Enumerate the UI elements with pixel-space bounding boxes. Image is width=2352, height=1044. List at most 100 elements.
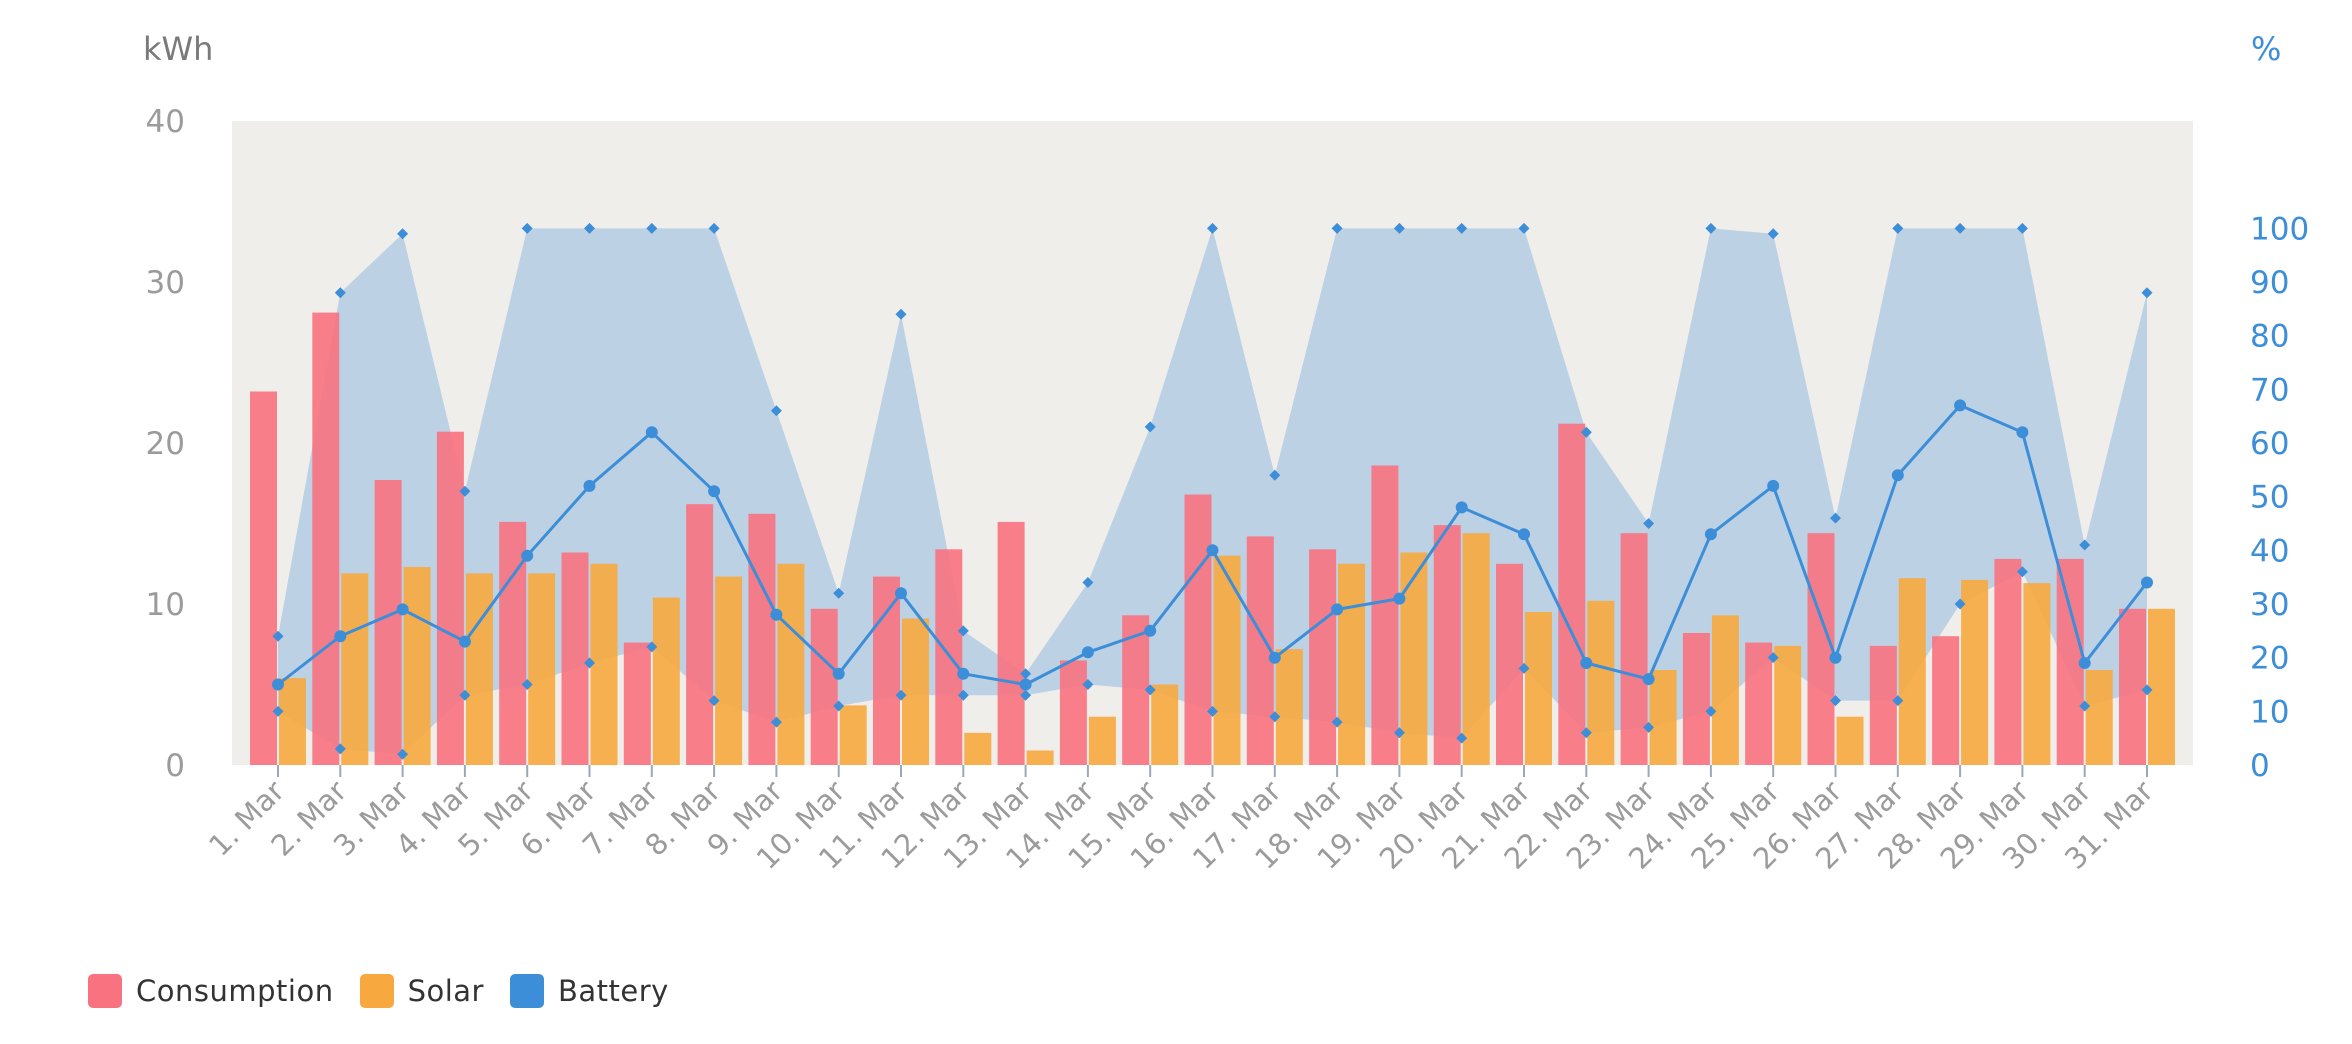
battery-min-marker-5 [521, 679, 533, 690]
battery-min-marker-22 [1580, 727, 1592, 739]
consumption-bar-25[interactable] [1745, 642, 1773, 765]
consumption-bar-1[interactable] [250, 391, 277, 766]
solar-bar-9[interactable] [777, 563, 805, 766]
solar-bar-26[interactable] [1836, 716, 1864, 765]
consumption-bar-26[interactable] [1807, 533, 1835, 765]
consumption-bar-13[interactable] [997, 521, 1025, 765]
solar-bar-15[interactable] [1151, 684, 1179, 766]
consumption-bar-3[interactable] [374, 480, 402, 765]
consumption-bar-31[interactable] [2119, 608, 2146, 765]
solar-bar-16[interactable] [1213, 555, 1241, 765]
legend-item-solar[interactable]: Solar [359, 974, 484, 1008]
battery-point-15[interactable] [1144, 624, 1157, 637]
battery-min-marker-30 [2079, 700, 2091, 712]
consumption-bar-14[interactable] [1059, 660, 1087, 765]
consumption-bar-2[interactable] [312, 312, 340, 765]
battery-point-20[interactable] [1455, 501, 1468, 514]
battery-point-7[interactable] [645, 426, 658, 439]
solar-bar-31[interactable] [2148, 608, 2175, 765]
battery-point-31[interactable] [2141, 576, 2153, 589]
solar-bar-11[interactable] [902, 618, 929, 766]
consumption-bar-27[interactable] [1869, 645, 1897, 765]
consumption-bar-23[interactable] [1620, 533, 1648, 765]
solar-bar-24[interactable] [1711, 615, 1739, 765]
battery-max-marker-22 [1580, 426, 1592, 438]
battery-point-21[interactable] [1518, 528, 1530, 541]
consumption-bar-18[interactable] [1309, 549, 1337, 765]
solar-bar-1[interactable] [279, 678, 306, 765]
consumption-bar-7[interactable] [623, 642, 651, 765]
battery-point-4[interactable] [458, 635, 471, 648]
consumption-bar-16[interactable] [1184, 494, 1212, 766]
solar-bar-4[interactable] [465, 573, 493, 765]
battery-point-12[interactable] [957, 667, 970, 680]
battery-point-13[interactable] [1019, 678, 1032, 691]
solar-bar-12[interactable] [964, 732, 992, 765]
battery-point-3[interactable] [396, 603, 409, 616]
consumption-bar-9[interactable] [748, 513, 776, 765]
solar-bar-3[interactable] [403, 567, 431, 765]
legend-label-battery: Battery [557, 974, 669, 1008]
battery-point-25[interactable] [1767, 479, 1780, 492]
battery-point-24[interactable] [1704, 528, 1717, 541]
battery-point-1[interactable] [272, 678, 284, 691]
solar-bar-5[interactable] [528, 573, 556, 765]
battery-point-27[interactable] [1891, 469, 1904, 482]
solar-bar-6[interactable] [590, 563, 618, 766]
consumption-bar-24[interactable] [1682, 633, 1710, 765]
battery-point-8[interactable] [708, 485, 721, 498]
consumption-bar-6[interactable] [561, 552, 589, 766]
battery-point-23[interactable] [1642, 673, 1655, 686]
solar-bar-25[interactable] [1774, 645, 1802, 765]
battery-point-17[interactable] [1268, 651, 1281, 664]
legend-item-consumption[interactable]: Consumption [88, 974, 334, 1008]
consumption-bar-4[interactable] [436, 431, 464, 765]
solar-bar-22[interactable] [1587, 600, 1615, 765]
battery-max-marker-3 [397, 228, 409, 240]
legend-item-battery[interactable]: Battery [509, 974, 669, 1008]
solar-bar-13[interactable] [1026, 750, 1054, 766]
right-tick-label-90: 90 [2250, 265, 2289, 301]
battery-point-18[interactable] [1331, 603, 1344, 616]
solar-bar-8[interactable] [715, 576, 743, 765]
consumption-bar-21[interactable] [1496, 563, 1523, 766]
consumption-bar-8[interactable] [686, 504, 714, 765]
consumption-bar-11[interactable] [873, 576, 900, 765]
battery-point-30[interactable] [2078, 657, 2091, 669]
consumption-bar-28[interactable] [1932, 636, 1960, 765]
solar-bar-29[interactable] [2023, 583, 2051, 765]
battery-point-19[interactable] [1393, 592, 1406, 605]
battery-point-16[interactable] [1206, 544, 1219, 557]
battery-min-marker-14 [1082, 679, 1094, 690]
solar-bar-10[interactable] [839, 705, 867, 765]
battery-point-29[interactable] [2016, 426, 2029, 439]
consumption-bar-19[interactable] [1371, 465, 1399, 766]
battery-point-28[interactable] [1954, 399, 1967, 412]
solar-bar-7[interactable] [652, 597, 680, 765]
right-tick-label-70: 70 [2250, 372, 2289, 408]
battery-point-11[interactable] [895, 587, 907, 600]
battery-max-marker-24 [1705, 222, 1717, 234]
solar-bar-14[interactable] [1088, 716, 1116, 765]
battery-point-14[interactable] [1081, 646, 1094, 659]
battery-point-2[interactable] [334, 630, 347, 643]
solar-bar-18[interactable] [1338, 563, 1366, 766]
consumption-bar-20[interactable] [1433, 525, 1461, 765]
consumption-bar-10[interactable] [810, 608, 838, 765]
battery-point-5[interactable] [521, 549, 534, 562]
solar-bar-20[interactable] [1462, 533, 1490, 765]
consumption-bar-22[interactable] [1558, 423, 1586, 765]
battery-point-10[interactable] [832, 667, 845, 680]
solar-bar-27[interactable] [1898, 578, 1926, 765]
battery-point-22[interactable] [1580, 657, 1593, 669]
battery-point-26[interactable] [1829, 651, 1842, 664]
solar-bar-21[interactable] [1525, 612, 1552, 765]
solar-bar-17[interactable] [1275, 649, 1303, 765]
battery-point-6[interactable] [583, 479, 596, 492]
solar-bar-23[interactable] [1649, 670, 1677, 765]
solar-bar-2[interactable] [341, 573, 369, 765]
consumption-bar-29[interactable] [1994, 558, 2022, 765]
solar-bar-28[interactable] [1961, 579, 1989, 765]
solar-bar-30[interactable] [2085, 670, 2113, 765]
battery-point-9[interactable] [770, 608, 783, 621]
